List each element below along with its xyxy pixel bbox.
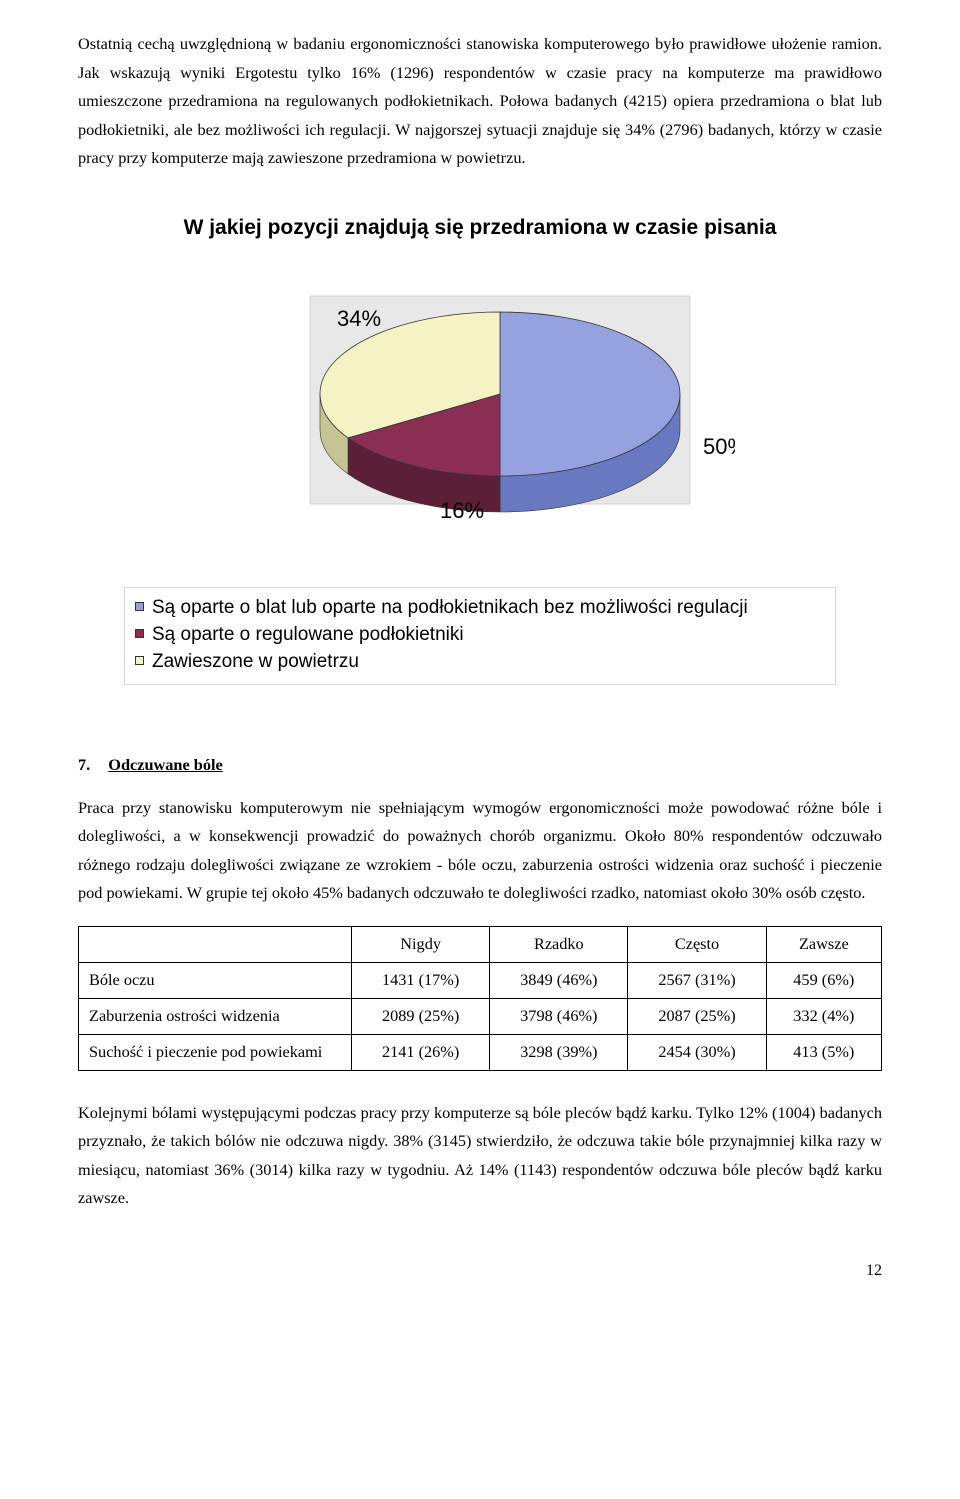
legend-swatch bbox=[135, 656, 144, 665]
table-cell: 3298 (39%) bbox=[490, 1034, 628, 1070]
body-paragraph-1: Ostatnią cechą uwzględnioną w badaniu er… bbox=[78, 30, 882, 173]
table-cell: 2087 (25%) bbox=[628, 998, 766, 1034]
chart-legend: Są oparte o blat lub oparte na podłokiet… bbox=[124, 587, 836, 685]
table-cell: Bóle oczu bbox=[79, 962, 352, 998]
page-number: 12 bbox=[78, 1257, 882, 1285]
legend-label: Są oparte o regulowane podłokietniki bbox=[152, 623, 825, 648]
legend-label: Są oparte o blat lub oparte na podłokiet… bbox=[152, 596, 825, 621]
body-paragraph-2: Praca przy stanowisku komputerowym nie s… bbox=[78, 794, 882, 908]
table-cell: 332 (4%) bbox=[766, 998, 881, 1034]
section-title: Odczuwane bóle bbox=[108, 755, 222, 774]
legend-swatch bbox=[135, 602, 144, 611]
legend-item: Są oparte o regulowane podłokietniki bbox=[135, 623, 825, 648]
table-cell: 2141 (26%) bbox=[352, 1034, 490, 1070]
table-cell: 3798 (46%) bbox=[490, 998, 628, 1034]
table-cell: 2089 (25%) bbox=[352, 998, 490, 1034]
table-cell: 459 (6%) bbox=[766, 962, 881, 998]
chart-title: W jakiej pozycji znajdują się przedramio… bbox=[78, 215, 882, 240]
table-row: Bóle oczu1431 (17%)3849 (46%)2567 (31%)4… bbox=[79, 962, 882, 998]
table-header: Zawsze bbox=[766, 926, 881, 962]
section-number: 7. bbox=[78, 755, 90, 774]
table-cell: Suchość i pieczenie pod powiekami bbox=[79, 1034, 352, 1070]
table-cell: 1431 (17%) bbox=[352, 962, 490, 998]
symptoms-table: NigdyRzadkoCzęstoZawsze Bóle oczu1431 (1… bbox=[78, 926, 882, 1071]
svg-text:50%: 50% bbox=[703, 434, 735, 459]
section-heading: 7. Odczuwane bóle bbox=[78, 751, 882, 780]
table-row: Suchość i pieczenie pod powiekami2141 (2… bbox=[79, 1034, 882, 1070]
table-header: Często bbox=[628, 926, 766, 962]
svg-text:34%: 34% bbox=[337, 306, 381, 331]
svg-text:16%: 16% bbox=[440, 498, 484, 523]
table-header: Nigdy bbox=[352, 926, 490, 962]
table-header bbox=[79, 926, 352, 962]
table-row: Zaburzenia ostrości widzenia2089 (25%)37… bbox=[79, 998, 882, 1034]
table-cell: Zaburzenia ostrości widzenia bbox=[79, 998, 352, 1034]
body-paragraph-3: Kolejnymi bólami występującymi podczas p… bbox=[78, 1099, 882, 1213]
legend-item: Zawieszone w powietrzu bbox=[135, 650, 825, 675]
legend-swatch bbox=[135, 629, 144, 638]
table-cell: 413 (5%) bbox=[766, 1034, 881, 1070]
pie-chart: 34% 16% 50% bbox=[78, 266, 882, 566]
table-cell: 2454 (30%) bbox=[628, 1034, 766, 1070]
legend-item: Są oparte o blat lub oparte na podłokiet… bbox=[135, 596, 825, 621]
table-cell: 2567 (31%) bbox=[628, 962, 766, 998]
legend-label: Zawieszone w powietrzu bbox=[152, 650, 825, 675]
table-cell: 3849 (46%) bbox=[490, 962, 628, 998]
table-header: Rzadko bbox=[490, 926, 628, 962]
